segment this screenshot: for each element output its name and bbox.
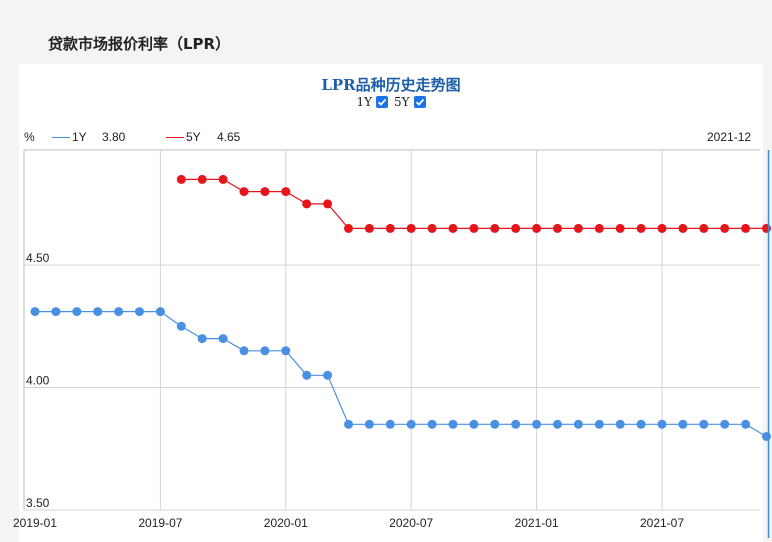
toggle-1y-label: 1Y — [356, 95, 372, 109]
page-title: 贷款市场报价利率（LPR） — [48, 35, 231, 53]
x-tick-label: 2020-01 — [264, 516, 308, 530]
toggle-5y[interactable]: 5Y — [394, 95, 426, 109]
data-point-5y — [636, 223, 646, 233]
legend-1y-swatch — [52, 137, 70, 138]
data-point-1y — [406, 419, 416, 429]
data-point-1y — [573, 419, 583, 429]
data-point-5y — [427, 223, 437, 233]
data-point-1y — [427, 419, 437, 429]
current-date: 2021-12 — [707, 130, 752, 144]
data-point-1y — [260, 346, 270, 356]
y-tick-label: 3.50 — [26, 496, 50, 510]
data-point-5y — [385, 223, 395, 233]
data-point-5y — [176, 174, 186, 184]
data-point-5y — [448, 223, 458, 233]
data-point-1y — [176, 321, 186, 331]
y-tick-label: 4.00 — [26, 374, 50, 388]
data-point-1y — [51, 307, 61, 317]
data-point-5y — [323, 199, 333, 209]
toggle-1y-checkbox[interactable] — [376, 96, 388, 108]
data-point-1y — [155, 307, 165, 317]
data-point-1y — [114, 307, 124, 317]
data-point-5y — [302, 199, 312, 209]
data-point-5y — [573, 223, 583, 233]
data-point-1y — [532, 419, 542, 429]
chart-title: LPR品种历史走势图 — [321, 76, 461, 94]
x-tick-label: 2021-07 — [640, 516, 684, 530]
data-point-5y — [741, 223, 751, 233]
data-point-5y — [281, 187, 291, 197]
data-point-5y — [260, 187, 270, 197]
data-point-1y — [469, 419, 479, 429]
data-point-1y — [657, 419, 667, 429]
unit-label: % — [24, 130, 35, 144]
data-point-1y — [218, 334, 228, 344]
check-icon — [415, 98, 424, 106]
series-toggles: 1Y 5Y — [19, 95, 763, 109]
data-point-1y — [678, 419, 688, 429]
x-tick-label: 2020-07 — [389, 516, 433, 530]
data-point-5y — [720, 223, 730, 233]
data-point-1y — [511, 419, 521, 429]
series-line-1y — [35, 311, 767, 438]
data-point-1y — [636, 419, 646, 429]
data-point-1y — [197, 334, 207, 344]
data-point-1y — [490, 419, 500, 429]
data-point-5y — [594, 223, 604, 233]
data-point-5y — [218, 174, 228, 184]
data-point-1y — [741, 419, 751, 429]
data-point-5y — [490, 223, 500, 233]
x-tick-label: 2019-01 — [13, 516, 57, 530]
series-line-5y — [181, 178, 767, 229]
data-point-1y — [323, 370, 333, 380]
legend-5y-value: 4.65 — [217, 130, 241, 144]
toggle-1y[interactable]: 1Y — [356, 95, 388, 109]
toggle-5y-label: 5Y — [394, 95, 410, 109]
data-point-1y — [93, 307, 103, 317]
data-point-5y — [197, 174, 207, 184]
x-tick-label: 2019-07 — [138, 516, 182, 530]
data-point-1y — [762, 432, 771, 441]
info-row: % 1Y 3.80 5Y 4.65 2021-12 — [0, 130, 772, 146]
data-point-1y — [135, 307, 144, 317]
data-point-5y — [239, 187, 249, 197]
data-point-5y — [511, 223, 521, 233]
data-point-1y — [30, 307, 40, 317]
data-point-5y — [657, 223, 667, 233]
data-point-1y — [239, 346, 249, 356]
data-point-5y — [699, 223, 709, 233]
chart-panel: LPR品种历史走势图 1Y 5Y — [19, 64, 763, 542]
toggle-5y-checkbox[interactable] — [413, 96, 426, 108]
data-point-1y — [699, 419, 709, 429]
data-point-1y — [302, 370, 312, 380]
data-point-1y — [364, 419, 374, 429]
data-point-1y — [615, 419, 625, 429]
data-point-5y — [344, 223, 353, 233]
data-point-5y — [364, 223, 374, 233]
data-point-1y — [385, 419, 395, 429]
data-point-5y — [532, 223, 542, 233]
data-point-5y — [553, 223, 562, 233]
legend-1y-value: 3.80 — [102, 130, 126, 144]
data-point-5y — [762, 223, 771, 233]
data-point-1y — [448, 419, 458, 429]
legend-5y-label: 5Y — [186, 130, 201, 144]
data-point-1y — [594, 419, 604, 429]
data-point-1y — [72, 307, 82, 317]
legend-5y-swatch — [166, 137, 184, 138]
data-point-1y — [720, 419, 730, 429]
y-tick-label: 4.50 — [26, 251, 50, 265]
x-tick-label: 2021-01 — [515, 516, 559, 530]
data-point-5y — [406, 223, 416, 233]
data-point-5y — [469, 223, 479, 233]
data-point-5y — [615, 223, 625, 233]
check-icon — [377, 98, 387, 106]
legend-1y-label: 1Y — [72, 130, 87, 144]
data-point-1y — [281, 346, 291, 356]
data-point-1y — [553, 419, 562, 429]
data-point-1y — [344, 419, 353, 429]
data-point-5y — [678, 223, 688, 233]
